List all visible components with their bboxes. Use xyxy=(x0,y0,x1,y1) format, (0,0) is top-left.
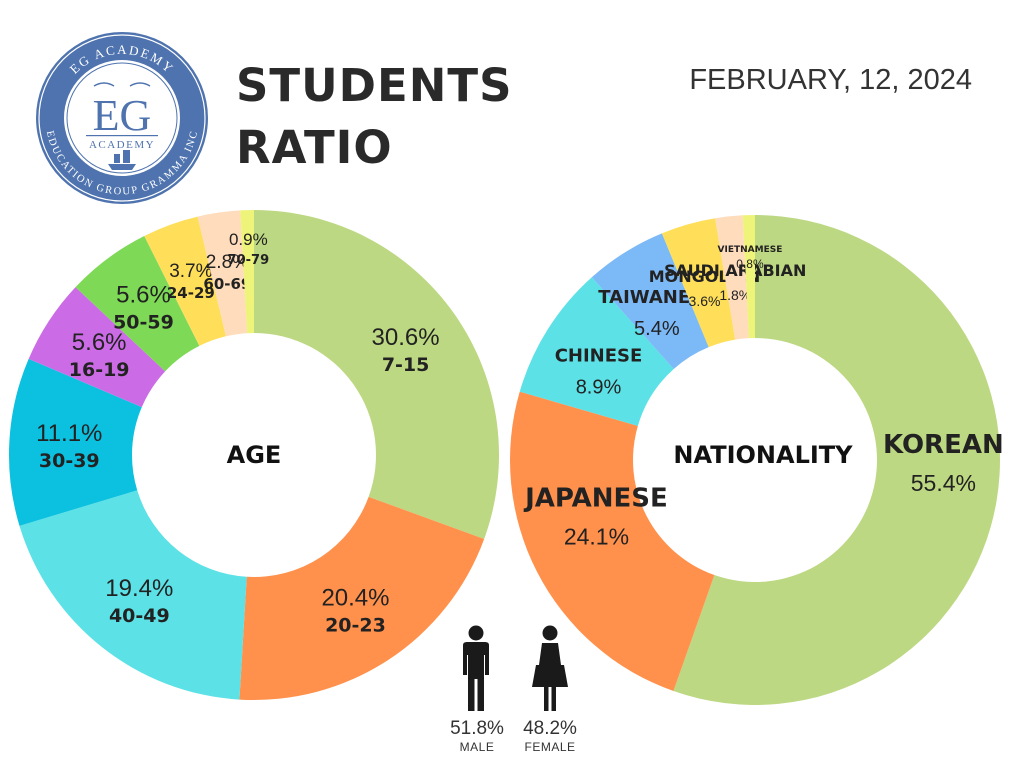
date-label: FEBRUARY, 12, 2024 xyxy=(689,64,972,96)
slice-chinese xyxy=(519,277,674,426)
male-label: MALE xyxy=(459,740,495,754)
slice-value-mongolian: 3.6% xyxy=(689,293,721,309)
slice-30-39 xyxy=(9,358,142,526)
slice-label-saudi-arabian: SAUDI ARABIAN xyxy=(664,261,806,280)
slice-value-30-39: 11.1% xyxy=(36,420,102,447)
slice-label-24-29: 24-29 xyxy=(167,284,215,302)
slice-label-30-39: 30-39 xyxy=(39,450,100,472)
slice-value-16-19: 5.6% xyxy=(72,329,127,356)
slice-label-taiwanese: TAIWANESE xyxy=(598,287,715,308)
slice-label-16-19: 16-19 xyxy=(69,359,130,381)
female-stat: 48.2% FEMALE xyxy=(512,718,588,754)
male-percentage: 51.8% xyxy=(450,718,504,739)
slice-value-7-15: 30.6% xyxy=(372,324,440,351)
slice-value-60-69: 2.8% xyxy=(206,252,249,273)
slice-40-49 xyxy=(19,490,247,700)
slice-7-15 xyxy=(254,210,499,539)
slice-60-69 xyxy=(197,210,248,337)
slice-label-20-23: 20-23 xyxy=(325,615,386,637)
slice-mongolian xyxy=(661,218,736,348)
age-center-label: AGE xyxy=(227,441,282,469)
male-stat: 51.8% MALE xyxy=(440,718,514,754)
slice-value-japanese: 24.1% xyxy=(564,524,629,550)
slice-label-70-79: 70-79 xyxy=(228,253,270,268)
slice-value-taiwanese: 5.4% xyxy=(634,318,680,340)
slice-label-vietnamese: VIETNAMESE xyxy=(718,245,783,255)
slice-taiwanese xyxy=(591,233,709,369)
slice-value-50-59: 5.6% xyxy=(116,282,171,309)
slice-japanese xyxy=(510,391,715,692)
slice-label-7-15: 7-15 xyxy=(382,354,430,376)
age-donut-chart: 30.6% 7-15 20.4% 20-23 19.4% 40-49 11.1% 30-39 5… xyxy=(9,210,499,700)
slice-korean xyxy=(673,215,1001,705)
title-line-2: RATIO xyxy=(236,121,393,174)
logo-monogram: EG xyxy=(93,91,152,140)
slice-value-20-23: 20.4% xyxy=(321,585,389,612)
slice-20-23 xyxy=(239,496,485,700)
female-icon xyxy=(532,625,568,711)
slice-label-japanese: JAPANESE xyxy=(523,484,668,514)
male-icon xyxy=(463,625,489,711)
slice-value-korean: 55.4% xyxy=(911,470,976,496)
logo-sub-text: ACADEMY xyxy=(89,139,155,151)
nationality-donut-chart: KOREAN 55.4% JAPANESE 24.1% CHINESE 8.9% TAIWA… xyxy=(510,215,1004,705)
slice-value-chinese: 8.9% xyxy=(576,376,622,398)
slice-70-79 xyxy=(240,210,254,334)
nationality-center-label: NATIONALITY xyxy=(673,441,853,469)
slice-value-24-29: 3.7% xyxy=(169,261,212,282)
page-title: STUDENTS RATIO xyxy=(236,55,513,179)
title-line-1: STUDENTS xyxy=(236,59,513,112)
slice-16-19 xyxy=(28,287,166,408)
slice-value-vietnamese: 0.8% xyxy=(736,257,764,271)
slice-vietnamese xyxy=(742,215,755,339)
female-percentage: 48.2% xyxy=(523,718,577,739)
eg-academy-logo: EG ACADEMY EDUCATION GROUP GRAMMA INC EG… xyxy=(36,32,208,204)
slice-label-60-69: 60-69 xyxy=(203,275,251,293)
female-label: FEMALE xyxy=(524,740,576,754)
slice-saudi-arabian xyxy=(715,215,749,340)
ship-icon xyxy=(108,150,136,170)
slice-50-59 xyxy=(75,235,200,372)
slice-label-40-49: 40-49 xyxy=(109,605,170,627)
slice-label-chinese: CHINESE xyxy=(555,345,643,366)
ornament-icon xyxy=(93,82,151,87)
slice-value-saudi-arabian: 1.8% xyxy=(719,287,751,303)
slice-label-50-59: 50-59 xyxy=(113,312,174,334)
slice-value-40-49: 19.4% xyxy=(105,575,173,602)
slice-24-29 xyxy=(144,216,226,346)
slice-value-70-79: 0.9% xyxy=(229,230,268,249)
slice-label-korean: KOREAN xyxy=(883,430,1004,460)
